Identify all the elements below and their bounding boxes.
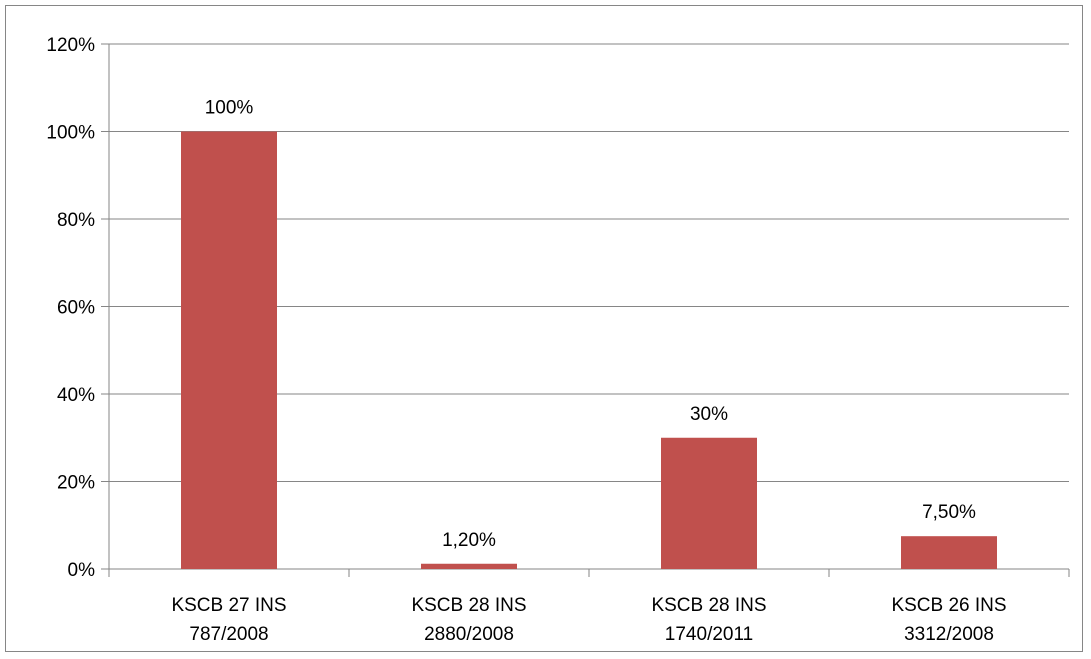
category-label-line: KSCB 26 INS	[891, 595, 1006, 616]
bar	[181, 131, 277, 569]
y-tick-label: 20%	[57, 473, 95, 494]
category-label-line: 2880/2008	[424, 624, 514, 645]
data-label: 30%	[690, 404, 728, 425]
category-label: KSCB 26 INS 3312/2008	[891, 595, 1006, 645]
y-tick-label: 40%	[57, 385, 95, 406]
y-tick-label: 60%	[57, 298, 95, 319]
category-label-line: 787/2008	[189, 624, 268, 645]
data-label: 100%	[205, 98, 254, 119]
bar	[901, 536, 997, 569]
data-label: 7,50%	[922, 502, 976, 523]
category-label-line: 1740/2011	[665, 624, 753, 645]
category-label: KSCB 28 INS 1740/2011	[651, 595, 766, 645]
category-label-line: 3312/2008	[904, 624, 994, 645]
data-label: 1,20%	[442, 530, 496, 551]
category-label-line: KSCB 27 INS	[171, 595, 286, 616]
y-tick-label: 0%	[68, 560, 96, 581]
bar	[421, 563, 517, 569]
category-label-line: KSCB 28 INS	[651, 595, 766, 616]
category-label-line: KSCB 28 INS	[411, 595, 526, 616]
category-label: KSCB 28 INS 2880/2008	[411, 595, 526, 645]
bar	[661, 437, 757, 569]
category-label: KSCB 27 INS 787/2008	[171, 595, 286, 645]
y-tick-label: 120%	[46, 35, 95, 56]
y-tick-label: 100%	[46, 123, 95, 144]
y-tick-label: 80%	[57, 210, 95, 231]
